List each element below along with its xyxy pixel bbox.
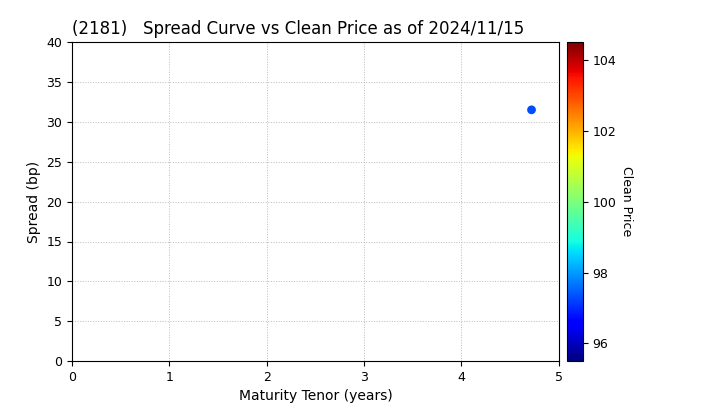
X-axis label: Maturity Tenor (years): Maturity Tenor (years) (238, 389, 392, 404)
Y-axis label: Spread (bp): Spread (bp) (27, 160, 41, 243)
Point (526, 106, 537, 113)
Y-axis label: Clean Price: Clean Price (620, 166, 633, 237)
Text: (2181)   Spread Curve vs Clean Price as of 2024/11/15: (2181) Spread Curve vs Clean Price as of… (72, 20, 524, 38)
